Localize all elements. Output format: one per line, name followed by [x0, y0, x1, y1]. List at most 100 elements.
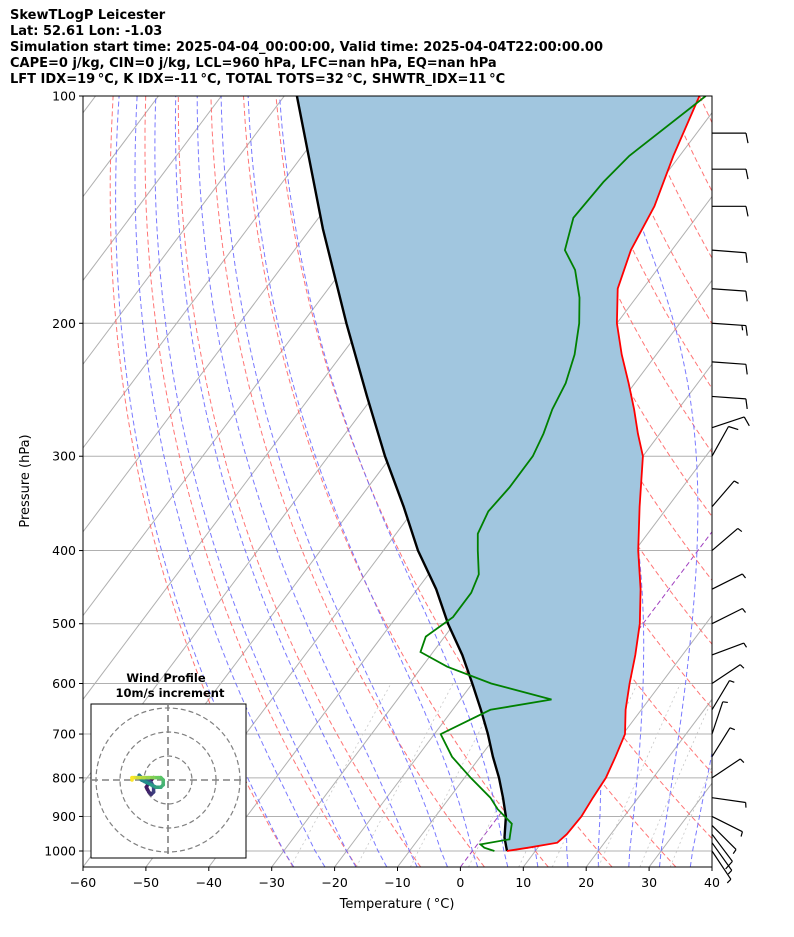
dry-adiabat-line — [732, 96, 794, 867]
y-tick-label: 400 — [52, 543, 76, 558]
wind-barb — [711, 833, 733, 870]
x-tick-label: 10 — [515, 875, 531, 890]
moist-adiabat-line — [279, 96, 509, 867]
x-tick-label: −10 — [384, 875, 410, 890]
wind-barb-half-flag — [740, 831, 743, 837]
wind-barb-shaft — [711, 607, 743, 625]
x-tick-label: 20 — [578, 875, 594, 890]
wind-barb-flag — [745, 398, 748, 410]
wind-barb — [711, 527, 743, 552]
wind-barb — [711, 797, 747, 808]
dry-adiabat-line — [666, 96, 712, 193]
y-tick-label: 500 — [52, 616, 76, 631]
wind-barb — [711, 322, 748, 336]
wind-barb-shaft — [711, 825, 737, 850]
wind-barb-shaft — [711, 322, 746, 327]
moist-adiabat-line — [721, 96, 794, 867]
wind-barb-half-flag — [727, 869, 733, 875]
wind-barb-shaft — [711, 480, 735, 508]
mixing-ratio-line — [639, 698, 712, 867]
wind-barb — [711, 701, 728, 735]
wind-barb — [711, 727, 736, 757]
wind-barb — [711, 249, 748, 263]
wind-barb-shaft — [711, 850, 732, 880]
isotherm-line — [83, 96, 285, 366]
wind-barb-half-flag — [739, 758, 745, 764]
profiles — [295, 96, 707, 852]
moist-adiabat-line — [593, 96, 699, 867]
wind-barb — [711, 680, 735, 711]
wind-barb-flag — [728, 425, 739, 431]
wind-barb-flag — [743, 416, 750, 427]
dewpoint-line — [419, 96, 707, 852]
isotherm-line — [711, 866, 712, 867]
moist-adiabat-line — [220, 96, 448, 867]
y-tick-label: 300 — [52, 449, 76, 464]
wind-barb-shaft — [711, 249, 746, 254]
hodograph-inset: Wind Profile 10m/s increment — [90, 671, 247, 859]
wind-barb-shaft — [711, 642, 745, 656]
mixing-ratio-line — [598, 683, 681, 867]
wind-barb-flag — [745, 325, 748, 336]
wind-barb-flag — [745, 206, 749, 217]
parcel-profile-line — [295, 96, 509, 852]
wind-barb-half-flag — [741, 608, 747, 613]
wind-barb-half-flag — [729, 680, 735, 683]
wind-barb-shaft — [711, 288, 746, 292]
isotherm-line — [585, 698, 712, 867]
moist-adiabat-line — [196, 96, 418, 867]
wind-barb-shaft — [711, 833, 733, 862]
y-tick-label: 200 — [52, 316, 76, 331]
wind-barbs — [711, 132, 750, 884]
y-tick-label: 800 — [52, 770, 76, 785]
cin-shaded-area — [296, 96, 700, 851]
x-tick-label: 0 — [456, 875, 464, 890]
wind-barb — [711, 416, 750, 429]
wind-barb — [712, 205, 749, 217]
wind-barb-flag — [745, 291, 748, 302]
wind-barb — [711, 288, 748, 302]
indices-line: LFT IDX=19 °C, K IDX=-11 °C, TOTAL TOTS=… — [10, 72, 506, 87]
x-tick-label: 40 — [704, 875, 720, 890]
wind-barb-shaft — [711, 573, 743, 590]
wind-barb-shaft — [711, 680, 731, 711]
wind-barb-shaft — [711, 797, 746, 804]
moist-adiabat-line — [115, 96, 295, 867]
wind-barb-half-flag — [729, 727, 736, 731]
wind-barb — [711, 758, 745, 779]
wind-barb-flag — [745, 169, 749, 180]
chart-title: SkewTLogP Leicester — [10, 8, 166, 23]
y-tick-label: 900 — [52, 809, 76, 824]
isotherm-line — [648, 782, 712, 867]
y-tick-label: 700 — [52, 727, 76, 742]
dry-adiabat-line — [765, 96, 794, 867]
wind-barb-flag — [745, 252, 748, 263]
hodograph-title: Wind Profile — [126, 671, 206, 685]
wind-barb-half-flag — [733, 480, 739, 484]
dry-adiabat-line — [210, 96, 485, 867]
x-tick-label: −40 — [196, 875, 222, 890]
wind-barb-shaft — [711, 527, 739, 552]
wind-barb-shaft — [711, 758, 741, 779]
moist-adiabat-line — [247, 96, 479, 867]
mixing-ratio-line — [290, 683, 392, 867]
location-line: Lat: 52.61 Lon: -1.03 — [10, 24, 163, 39]
wind-barb-shaft — [711, 426, 730, 457]
wind-barb-half-flag — [741, 325, 744, 331]
y-tick-label: 1000 — [44, 844, 76, 859]
wind-barb — [711, 642, 748, 656]
wind-barb-half-flag — [741, 573, 747, 579]
wind-barb — [711, 425, 739, 457]
mixing-ratio-line — [355, 683, 454, 867]
isotherm-line — [83, 96, 348, 449]
dry-adiabat-line — [536, 96, 712, 454]
x-tick-label: −30 — [259, 875, 285, 890]
wind-barb — [711, 573, 747, 590]
wind-barb — [711, 815, 743, 837]
isotherm-line — [83, 96, 222, 282]
moist-adiabat-line — [154, 96, 357, 867]
wind-barb — [711, 395, 748, 410]
wind-barb — [711, 607, 747, 625]
